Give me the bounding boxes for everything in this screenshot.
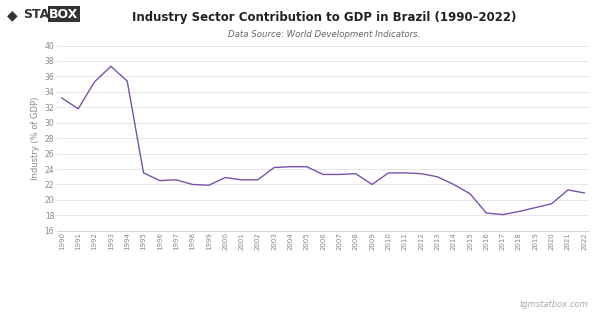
Text: ◆: ◆ (7, 8, 18, 22)
Text: BOX: BOX (49, 8, 79, 21)
Text: STAT: STAT (23, 8, 56, 21)
Text: tgmstatbox.com: tgmstatbox.com (519, 300, 588, 309)
Text: Industry Sector Contribution to GDP in Brazil (1990–2022): Industry Sector Contribution to GDP in B… (132, 11, 516, 24)
Y-axis label: Industry (% of GDP): Industry (% of GDP) (31, 96, 40, 180)
Text: Data Source: World Development Indicators.: Data Source: World Development Indicator… (228, 30, 420, 39)
